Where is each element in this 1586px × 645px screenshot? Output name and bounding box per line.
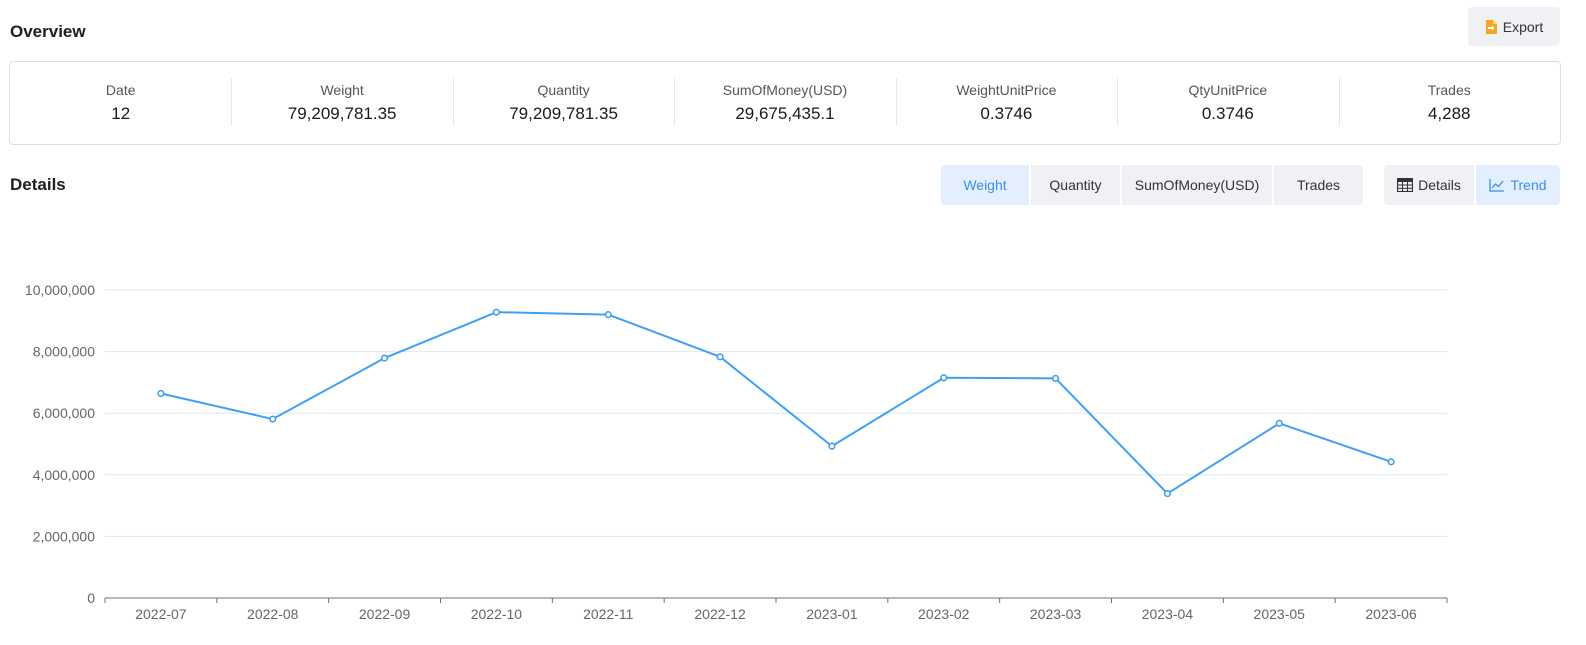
- data-point: [1387, 458, 1395, 466]
- summary-quantity: Quantity 79,209,781.35: [452, 62, 674, 144]
- summary-weight: Weight 79,209,781.35: [231, 62, 452, 144]
- y-tick-label: 0: [87, 590, 95, 606]
- summary-value: 29,675,435.1: [735, 104, 835, 123]
- view-tabs: Details Trend: [1384, 165, 1560, 205]
- summary-trades: Trades 4,288: [1338, 62, 1560, 144]
- x-tick-label: 2022-12: [694, 606, 746, 622]
- document-export-icon: [1485, 19, 1497, 34]
- x-tick-label: 2023-06: [1365, 606, 1417, 622]
- data-point: [269, 415, 277, 423]
- x-tick-label: 2022-08: [247, 606, 299, 622]
- data-point: [380, 354, 389, 362]
- details-title: Details: [10, 175, 66, 194]
- x-tick-label: 2022-10: [471, 606, 523, 622]
- tab-weight[interactable]: Weight: [941, 165, 1029, 205]
- y-tick-label: 4,000,000: [33, 467, 95, 483]
- x-tick-label: 2023-05: [1254, 606, 1306, 622]
- export-button[interactable]: Export: [1468, 7, 1560, 46]
- summary-weight-unit-price: WeightUnitPrice 0.3746: [895, 62, 1117, 144]
- summary-value: 0.3746: [980, 104, 1033, 123]
- y-tick-label: 6,000,000: [33, 405, 95, 421]
- data-point: [492, 308, 501, 316]
- metric-tabs: Weight Quantity SumOfMoney(USD) Trades: [941, 165, 1363, 205]
- data-point: [828, 442, 836, 450]
- summary-label: Weight: [320, 82, 364, 98]
- summary-label: Quantity: [537, 82, 590, 98]
- line-chart-icon: [1489, 179, 1505, 192]
- data-point: [940, 374, 948, 382]
- table-icon: [1397, 178, 1414, 192]
- summary-value: 4,288: [1427, 104, 1471, 123]
- tab-trades[interactable]: Trades: [1274, 165, 1363, 205]
- summary-label: QtyUnitPrice: [1188, 82, 1268, 98]
- summary-value: 12: [111, 104, 131, 123]
- data-point: [157, 389, 165, 398]
- x-tick-label: 2023-02: [918, 606, 970, 622]
- y-tick-label: 2,000,000: [33, 528, 95, 544]
- x-tick-label: 2022-07: [135, 606, 187, 622]
- summary-label: Trades: [1427, 82, 1471, 98]
- x-tick-label: 2023-01: [806, 606, 858, 622]
- line-chart: 0 2,000,000 4,000,000 6,000,000 8,000,000 10,…: [25, 282, 1448, 622]
- data-point: [1051, 374, 1060, 382]
- summary-label: SumOfMoney(USD): [722, 82, 848, 98]
- tab-quantity[interactable]: Quantity: [1031, 165, 1120, 205]
- summary-label: Date: [105, 82, 136, 98]
- summary-value: 79,209,781.35: [287, 104, 397, 123]
- export-label: Export: [1502, 18, 1544, 35]
- overview-title: Overview: [10, 22, 86, 41]
- x-tick-label: 2022-11: [583, 606, 634, 622]
- tab-trend-view[interactable]: Trend: [1476, 165, 1560, 205]
- series-line: [160, 311, 1392, 495]
- y-tick-label: 8,000,000: [33, 344, 95, 360]
- summary-value: 0.3746: [1201, 104, 1254, 123]
- trend-chart: 0 2,000,000 4,000,000 6,000,000 8,000,000 10,…: [0, 240, 1586, 645]
- y-tick-label: 10,000,000: [25, 282, 95, 298]
- data-point: [1275, 419, 1283, 427]
- tab-details-label: Details: [1418, 177, 1461, 193]
- tab-sum-of-money[interactable]: SumOfMoney(USD): [1122, 165, 1272, 205]
- summary-card: Date 12 Weight 79,209,781.35 Quantity 79…: [9, 61, 1561, 145]
- data-point: [1163, 489, 1172, 498]
- x-tick-label: 2022-09: [359, 606, 411, 622]
- summary-label: WeightUnitPrice: [956, 82, 1057, 98]
- x-tick-label: 2023-03: [1030, 606, 1082, 622]
- summary-qty-unit-price: QtyUnitPrice 0.3746: [1117, 62, 1338, 144]
- summary-sum-of-money: SumOfMoney(USD) 29,675,435.1: [674, 62, 895, 144]
- tab-trend-label: Trend: [1510, 177, 1547, 193]
- tab-details-view[interactable]: Details: [1384, 165, 1474, 205]
- summary-date: Date 12: [10, 62, 231, 144]
- x-tick-label: 2023-04: [1142, 606, 1194, 622]
- data-point: [716, 353, 724, 361]
- summary-value: 79,209,781.35: [509, 104, 618, 123]
- data-point: [604, 311, 612, 319]
